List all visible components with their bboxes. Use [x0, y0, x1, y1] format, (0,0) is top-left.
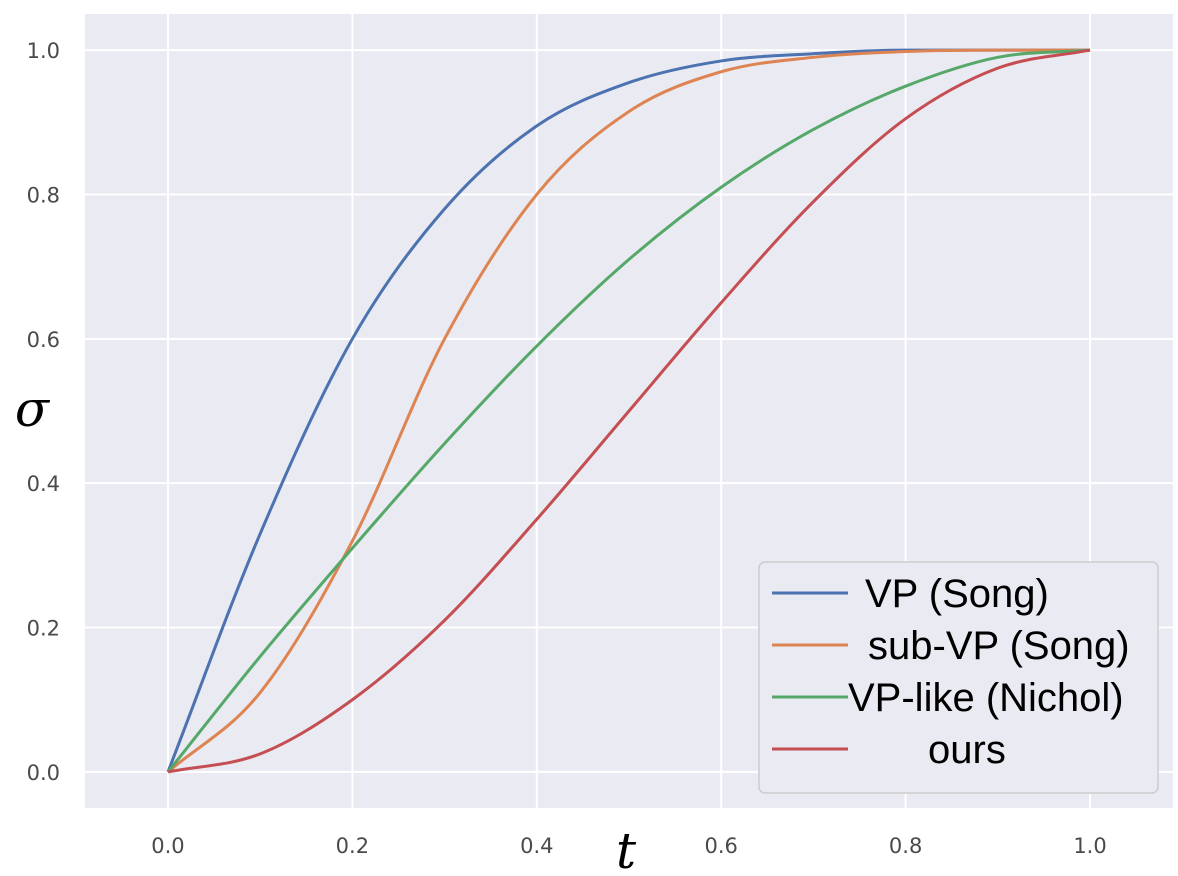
y-axis-label: σ [15, 380, 51, 438]
legend-label: ours [928, 728, 1006, 772]
legend-label: VP (Song) [865, 572, 1049, 616]
legend: VP (Song) sub-VP (Song) VP-like (Nichol) ou… [758, 561, 1159, 794]
x-axis-label: t [616, 822, 637, 876]
x-tick-label: 1.0 [1073, 834, 1106, 858]
y-tick-label: 0.6 [27, 328, 60, 352]
x-tick-label: 0.6 [705, 834, 738, 858]
y-tick-labels: 0.0 0.2 0.4 0.6 0.8 1.0 [27, 39, 60, 785]
x-tick-labels: 0.0 0.2 0.4 0.6 0.8 1.0 [151, 834, 1106, 858]
x-tick-label: 0.0 [151, 834, 184, 858]
series-line-3 [166, 48, 1091, 773]
x-tick-label: 0.4 [520, 834, 553, 858]
x-tick-label: 0.2 [336, 834, 369, 858]
series-line-2 [167, 48, 1091, 774]
x-tick-label: 0.8 [889, 834, 922, 858]
y-tick-label: 0.0 [27, 761, 60, 785]
series-lines [166, 48, 1091, 774]
y-tick-label: 0.8 [27, 183, 60, 207]
grid-lines [85, 14, 1173, 808]
y-tick-label: 0.4 [27, 472, 60, 496]
y-tick-label: 0.2 [27, 617, 60, 641]
legend-label: sub-VP (Song) [868, 624, 1130, 668]
series-line-4 [167, 48, 1091, 774]
legend-box [758, 561, 1159, 794]
legend-label: VP-like (Nichol) [848, 676, 1124, 720]
y-tick-label: 1.0 [27, 39, 60, 63]
